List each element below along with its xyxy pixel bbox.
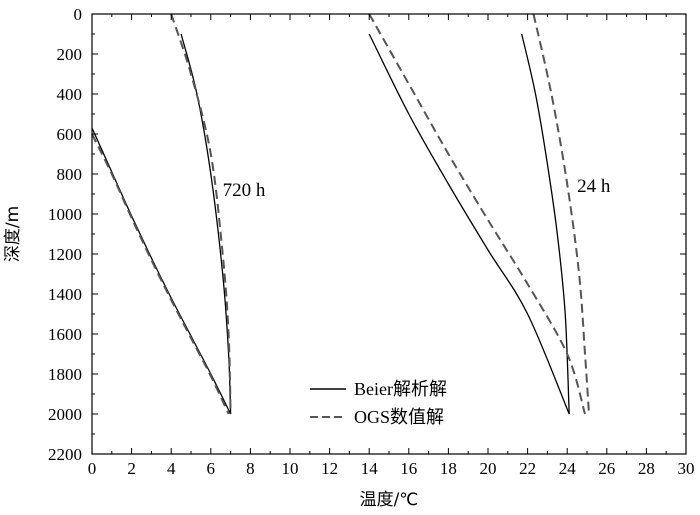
y-tick-label: 1600 — [48, 325, 82, 344]
legend-label-ogs: OGS数值解 — [354, 407, 444, 427]
x-tick-label: 30 — [678, 459, 695, 478]
ogs-line-24h-outer — [368, 13, 586, 415]
y-tick-label: 1800 — [48, 365, 82, 384]
y-tick-label: 2200 — [48, 445, 82, 464]
x-tick-label: 24 — [559, 459, 577, 478]
tick-labels: 0 2 4 6 8 10 12 14 16 18 20 22 24 26 28 300200400600800… — [48, 5, 695, 478]
x-tick-label: 18 — [440, 459, 457, 478]
x-tick-label: 16 — [400, 459, 417, 478]
ogs-line-720h-inner — [170, 13, 232, 415]
axis-ticks — [91, 13, 687, 455]
x-tick-label: 26 — [598, 459, 615, 478]
beier-line-24h-outer — [368, 33, 570, 415]
x-axis-title: 温度/℃ — [360, 490, 419, 510]
y-tick-label: 400 — [57, 85, 83, 104]
y-tick-label: 200 — [57, 45, 83, 64]
x-tick-label: 22 — [519, 459, 536, 478]
y-axis-title: 深度/m — [3, 206, 23, 262]
x-tick-label: 12 — [321, 459, 338, 478]
annotation-24h: 24 h — [577, 176, 611, 197]
x-tick-label: 14 — [361, 459, 379, 478]
x-tick-label: 4 — [167, 459, 176, 478]
y-tick-label: 1200 — [48, 245, 82, 264]
x-tick-label: 8 — [246, 459, 255, 478]
ogs-line-24h-inner — [532, 13, 590, 415]
beier-line-720h-inner — [180, 33, 232, 415]
legend: Beier解析解 OGS数值解 — [310, 379, 447, 427]
y-tick-label: 1000 — [48, 205, 82, 224]
x-tick-label: 28 — [638, 459, 655, 478]
x-tick-label: 2 — [127, 459, 136, 478]
beier-line-24h-inner — [521, 33, 570, 415]
legend-label-beier: Beier解析解 — [354, 379, 447, 399]
y-tick-label: 800 — [57, 165, 83, 184]
y-tick-label: 0 — [74, 5, 83, 24]
y-tick-label: 2000 — [48, 405, 82, 424]
x-tick-label: 6 — [207, 459, 216, 478]
y-tick-label: 1400 — [48, 285, 82, 304]
x-tick-label: 20 — [480, 459, 497, 478]
ogs-line-720h-outer — [91, 133, 230, 415]
annotation-720h: 720 h — [223, 180, 266, 201]
plot-lines — [91, 13, 590, 415]
x-tick-label: 0 — [88, 459, 97, 478]
y-tick-label: 600 — [57, 125, 83, 144]
x-tick-label: 10 — [282, 459, 299, 478]
